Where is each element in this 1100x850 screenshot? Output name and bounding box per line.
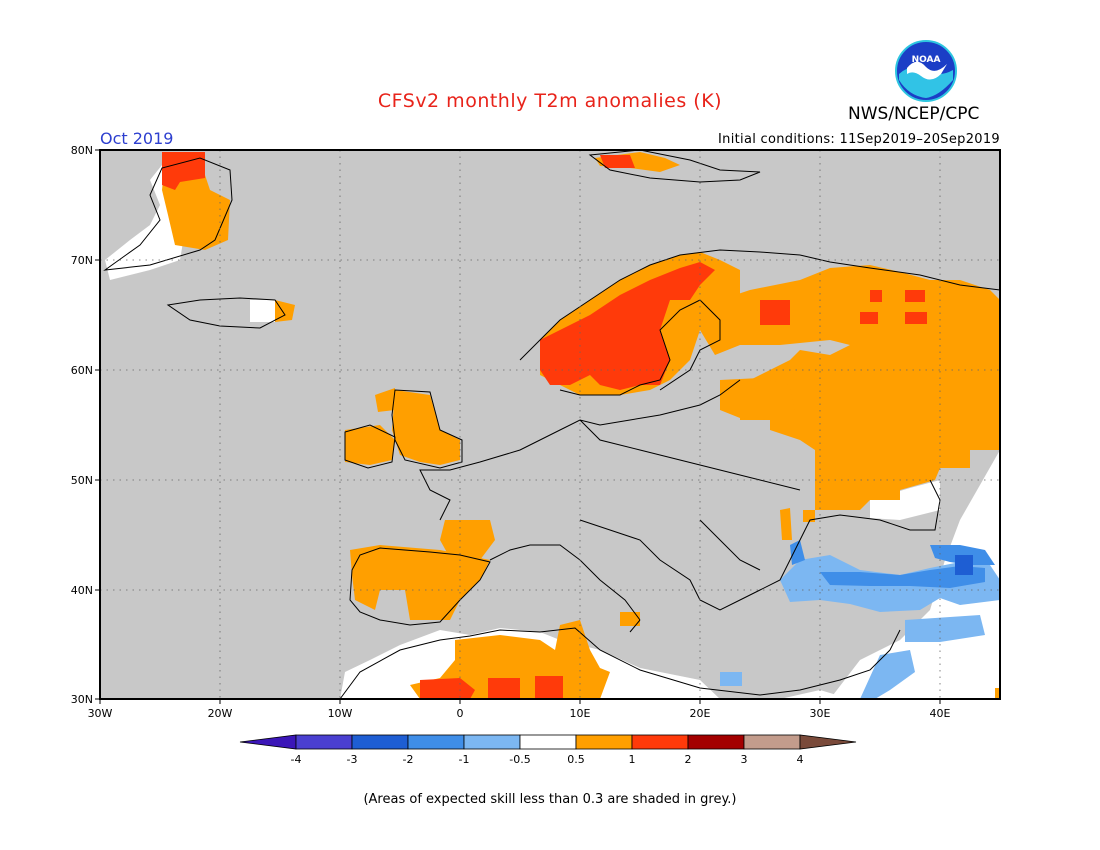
cool-anomaly-regions (720, 540, 1000, 699)
lon-label: 0 (457, 707, 464, 720)
lat-label: 60N (71, 364, 93, 377)
legend-swatch (407, 734, 465, 750)
legend-label: 2 (685, 753, 692, 766)
legend-swatch (743, 734, 801, 750)
legend-label: 4 (797, 753, 804, 766)
map-title: CFSv2 monthly T2m anomalies (K) (377, 90, 723, 112)
valid-month-label: Oct 2019 (100, 129, 174, 148)
lat-label: 80N (71, 144, 93, 157)
noaa-logo: NOAA (895, 40, 957, 102)
legend-swatch (295, 734, 353, 750)
svg-text:NOAA: NOAA (912, 55, 941, 65)
legend-label: 1 (629, 753, 636, 766)
lat-label: 40N (71, 584, 93, 597)
lon-label: 20W (208, 707, 233, 720)
legend-swatch (687, 734, 745, 750)
lon-label: 40E (930, 707, 951, 720)
legend-label: -2 (403, 753, 414, 766)
color-legend: -4 -3 -2 -1 -0.5 0.5 1 2 3 4 (239, 734, 857, 766)
lat-label: 50N (71, 474, 93, 487)
legend-swatch (463, 734, 521, 750)
strong-warm-regions (162, 152, 927, 699)
legend-swatch (799, 734, 857, 750)
legend-label: -1 (459, 753, 470, 766)
anomaly-map: 80N 70N 60N 50N 40N 30N 30W 20W 10W 0 10… (71, 144, 1001, 720)
legend-swatch (351, 734, 409, 750)
lon-label: 10W (328, 707, 353, 720)
legend-label: -3 (347, 753, 358, 766)
coastlines (103, 149, 1001, 700)
grid-lines (100, 150, 1000, 699)
legend-swatch (575, 734, 633, 750)
legend-label: -0.5 (509, 753, 530, 766)
legend-swatch (519, 734, 577, 750)
agency-label: NWS/NCEP/CPC (848, 104, 980, 124)
legend-label: 3 (741, 753, 748, 766)
legend-label: -4 (291, 753, 302, 766)
legend-swatch (631, 734, 689, 750)
lat-label: 70N (71, 254, 93, 267)
initial-conditions-label: Initial conditions: 11Sep2019–20Sep2019 (718, 132, 1000, 147)
map-frame (99, 149, 1001, 700)
lon-label: 30E (810, 707, 831, 720)
legend-label: 0.5 (567, 753, 585, 766)
lon-label: 20E (690, 707, 711, 720)
lon-label: 30W (88, 707, 113, 720)
lat-label: 30N (71, 693, 93, 706)
skill-footnote: (Areas of expected skill less than 0.3 a… (363, 792, 737, 807)
legend-swatch (239, 734, 297, 750)
lon-label: 10E (570, 707, 591, 720)
